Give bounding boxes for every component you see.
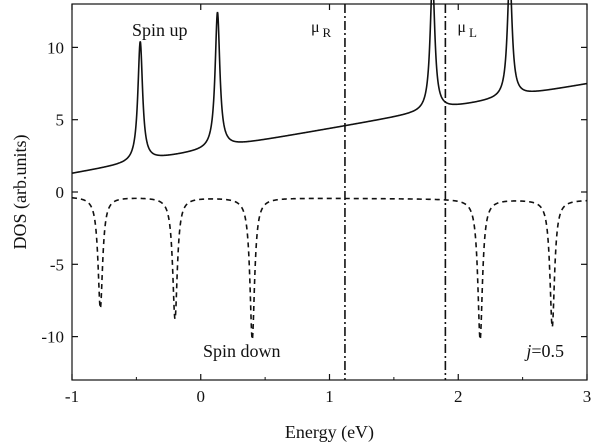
coupling-value: =0.5 [531,341,564,361]
x-axis-label: Energy (eV) [285,422,374,443]
y-axis-label: DOS (arb.units) [10,135,31,250]
x-tick-label: 1 [325,387,334,406]
y-tick-label: 5 [56,111,65,130]
y-tick-label: 0 [56,183,65,202]
x-tick-label: 2 [454,387,463,406]
x-tick-label: 3 [583,387,592,406]
y-tick-label: -5 [50,255,64,274]
spin-up-label: Spin up [132,20,188,40]
coupling-label: j=0.5 [524,341,564,361]
plot-frame [71,3,588,381]
x-tick-label: -1 [65,387,79,406]
coupling-symbol: j [524,341,531,361]
y-tick-label: 10 [47,38,64,57]
series-spin-up-line [71,0,588,174]
x-tick-label: 0 [197,387,206,406]
y-tick-label: -10 [41,328,64,347]
series-spin-down-line [71,196,588,340]
spin-down-label: Spin down [203,341,281,361]
curves-layer [71,0,588,340]
